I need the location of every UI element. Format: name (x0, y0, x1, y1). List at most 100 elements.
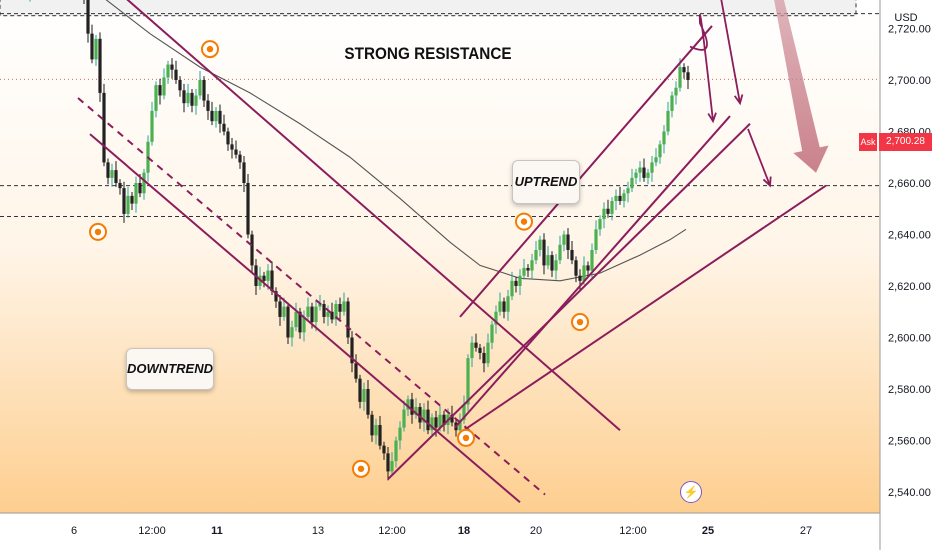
candle-body (478, 347, 482, 353)
candle (538, 235, 542, 257)
candle (238, 150, 242, 169)
candle-body (130, 195, 134, 204)
candle-body (142, 172, 146, 194)
candle-body (206, 100, 210, 111)
flash-icon[interactable]: ⚡ (680, 481, 702, 503)
projection-arrow-2 (747, 128, 771, 186)
candle (118, 179, 122, 195)
candle (170, 58, 174, 79)
pivot-marker-icon (457, 428, 475, 447)
x-tick-label: 12:00 (619, 525, 647, 537)
candle-body (294, 311, 298, 328)
candle (230, 137, 234, 159)
x-tick-label: 12:00 (378, 525, 406, 537)
candle (430, 413, 434, 437)
candle (90, 24, 94, 64)
uptrend-channel-mid (454, 115, 731, 429)
candle-body (558, 244, 562, 261)
projection-curve-arrow (689, 13, 714, 122)
candle-body (350, 337, 354, 364)
candle (526, 264, 530, 277)
candle-body (386, 453, 390, 472)
candle (234, 140, 238, 159)
candle (286, 302, 290, 344)
candle (154, 81, 158, 118)
candle (190, 89, 194, 113)
candle-body (518, 275, 522, 286)
candle-body (686, 72, 690, 80)
candle-body (514, 280, 518, 286)
y-tick-label: 2,660.00 (888, 178, 931, 190)
candle-body (358, 378, 362, 402)
candle-body (486, 342, 490, 364)
candle-body (106, 162, 110, 178)
candle-body (550, 255, 554, 271)
candle (194, 89, 198, 115)
candle-body (618, 195, 622, 202)
y-tick-label: 2,620.00 (888, 281, 931, 293)
y-tick-label: 2,580.00 (888, 384, 931, 396)
candle-body (622, 193, 626, 202)
candle-body (582, 265, 586, 281)
candle-body (366, 389, 370, 415)
x-tick-label: 20 (530, 525, 542, 537)
projection-curve-arrowhead (707, 112, 717, 124)
downtrend-label: DOWNTREND (127, 361, 213, 376)
candle (222, 114, 226, 136)
candle-body (498, 301, 502, 312)
candle-body (102, 92, 106, 163)
candle (246, 173, 250, 239)
candle (478, 343, 482, 360)
currency-label[interactable]: USD (894, 12, 918, 24)
candle-body (462, 404, 466, 420)
candle (502, 297, 506, 319)
candle (242, 155, 246, 193)
candle-body (506, 296, 510, 312)
candle (214, 107, 218, 128)
candle (350, 331, 354, 373)
candle-body (578, 275, 582, 281)
candle-body (426, 409, 430, 431)
candle-body (362, 389, 366, 402)
candle (354, 354, 358, 383)
pivot-marker-icon (352, 459, 370, 478)
candle-body (282, 306, 286, 317)
candle (606, 199, 610, 218)
candle-body (586, 265, 590, 271)
candle (382, 441, 386, 460)
candle-body (298, 311, 302, 333)
candle (622, 189, 626, 208)
candle-body (606, 208, 610, 214)
candle (290, 320, 294, 347)
candle (630, 168, 634, 193)
candle (142, 168, 146, 200)
candle (98, 32, 102, 102)
candle-body (174, 69, 178, 80)
pivot-marker-icon (201, 40, 219, 59)
candle (302, 310, 306, 342)
candle-body (354, 363, 358, 379)
candle-body (86, 0, 90, 34)
candle-body (502, 301, 506, 312)
candle-body (466, 358, 470, 405)
candle-body (382, 445, 386, 454)
candle-body (178, 80, 182, 91)
candle-body (566, 234, 570, 250)
candle (586, 261, 590, 277)
candle (522, 258, 526, 280)
candle (398, 421, 402, 450)
pivot-marker-icon (89, 222, 107, 241)
projection-arrowhead-2 (762, 176, 772, 188)
pivot-marker-icon (571, 313, 589, 332)
candle-body (654, 157, 658, 163)
candle-body (450, 414, 454, 423)
candle (106, 158, 110, 185)
candle-body (222, 123, 226, 132)
candle-body (554, 260, 558, 271)
candle-body (682, 67, 686, 73)
candle (150, 101, 154, 146)
candle-body (110, 170, 114, 178)
x-tick-label: 6 (71, 525, 77, 537)
candle-body (182, 90, 186, 104)
